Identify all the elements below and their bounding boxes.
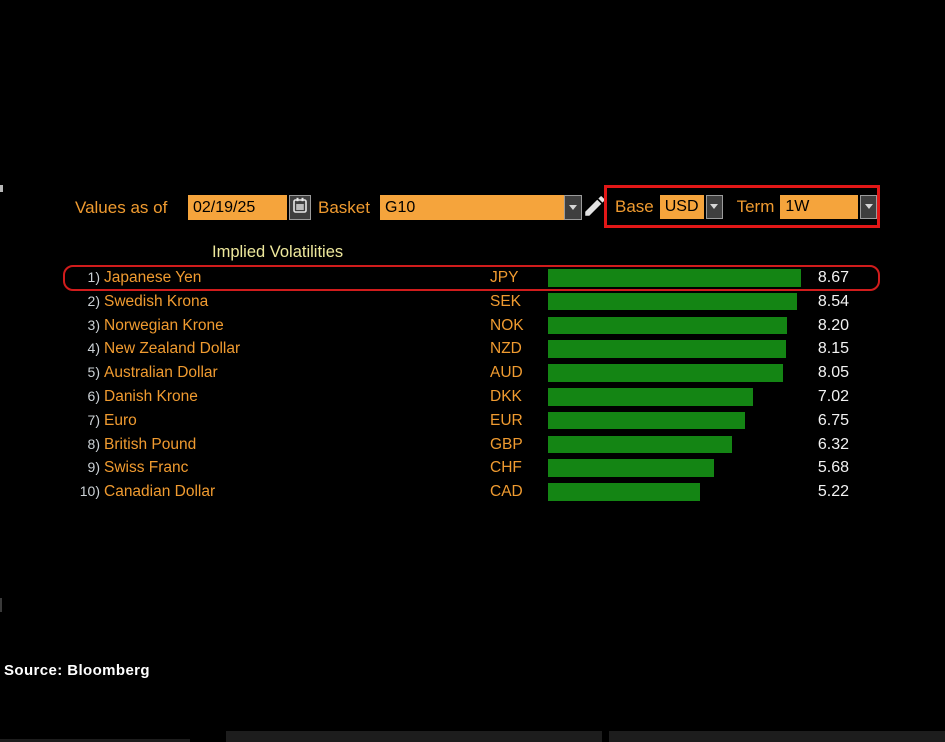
chevron-down-icon [864,204,873,209]
base-term-annotation-box: Base USD Term 1W [604,185,880,228]
volatility-bar [548,435,733,454]
volatility-bar [548,483,701,501]
base-dropdown-button[interactable] [705,194,723,219]
volatility-value: 8.20 [817,316,849,334]
pencil-icon [582,196,608,223]
volatility-value: 7.02 [817,388,849,405]
volatility-row[interactable]: 7) Euro EUR 6.75 [0,409,945,433]
currency-ticker: EUR [490,411,523,429]
source-attribution: Source: Bloomberg [4,662,150,679]
volatility-value: 5.68 [817,459,849,477]
currency-name: Canadian Dollar [104,483,216,501]
calendar-icon [293,197,307,218]
volatility-row[interactable]: 5) Australian Dollar AUD 8.05 [0,361,945,385]
currency-name: Swiss Franc [104,459,189,477]
basket-label: Basket [318,198,370,217]
row-highlight-annotation [63,265,880,291]
currency-ticker: GBP [490,435,523,453]
currency-ticker: NZD [490,340,522,358]
term-select-value[interactable]: 1W [780,194,858,219]
currency-ticker: DKK [490,388,522,405]
volatility-bar [548,388,753,406]
basket-select-value[interactable]: G10 [380,195,564,220]
currency-name: Australian Dollar [104,364,218,382]
currency-name: Japanese Yen [104,269,202,286]
base-label: Base [615,196,654,216]
currency-ticker: CHF [490,459,522,477]
currency-name: Norwegian Krone [104,316,224,334]
currency-name: Euro [104,411,137,429]
term-dropdown-button[interactable] [859,194,878,219]
volatility-list: 1) Japanese Yen JPY 8.67 2) Swedish Kron… [0,265,945,506]
base-select-value[interactable]: USD [659,194,704,219]
bottom-bar-segment [0,739,190,742]
currency-ticker: JPY [490,269,519,286]
volatility-row[interactable]: 2) Swedish Krona SEK 8.54 [0,290,945,314]
edge-artifact [0,185,3,192]
volatility-value: 6.75 [817,411,849,429]
volatility-bar [548,411,745,430]
row-rank: 5) [87,364,100,381]
bottom-bar-segment [226,731,602,742]
row-rank: 8) [87,435,100,452]
row-rank: 2) [87,292,100,309]
volatility-value: 8.15 [817,340,849,358]
row-rank: 4) [87,340,100,357]
row-rank: 10) [79,483,100,500]
volatility-bar [548,459,714,477]
volatility-row[interactable]: 10) Canadian Dollar CAD 5.22 [0,480,945,504]
row-rank: 1) [87,269,100,285]
volatility-bar [548,364,783,382]
volatility-value: 6.32 [817,435,849,453]
currency-ticker: CAD [490,483,523,501]
row-rank: 6) [87,388,100,404]
values-as-of-label: Values as of [75,198,168,217]
edit-basket-button[interactable] [582,193,608,224]
currency-name: British Pound [104,435,197,453]
volatility-value: 5.22 [817,483,849,501]
volatility-row[interactable]: 1) Japanese Yen JPY 8.67 [0,265,945,291]
currency-name: Danish Krone [104,388,198,405]
volatility-bar [548,316,787,335]
currency-name: Swedish Krona [104,292,209,310]
volatility-value: 8.05 [817,364,849,382]
currency-ticker: NOK [490,316,524,334]
currency-name: New Zealand Dollar [104,340,241,358]
volatility-row[interactable]: 9) Swiss Franc CHF 5.68 [0,456,945,480]
chevron-down-icon [569,205,577,210]
volatility-row[interactable]: 8) British Pound GBP 6.32 [0,433,945,457]
volatility-row[interactable]: 4) New Zealand Dollar NZD 8.15 [0,337,945,361]
volatility-row[interactable]: 6) Danish Krone DKK 7.02 [0,385,945,409]
chart-title: Implied Volatilities [212,243,344,261]
term-label: Term [736,196,775,216]
volatility-value: 8.67 [817,269,849,286]
row-rank: 3) [87,316,100,333]
volatility-bar [548,292,797,311]
volatility-row[interactable]: 3) Norwegian Krone NOK 8.20 [0,314,945,338]
currency-ticker: AUD [490,364,523,382]
bottom-bar-segment [609,731,945,742]
chevron-down-icon [710,204,719,209]
row-rank: 9) [87,459,100,476]
volatility-bar [548,269,801,287]
row-rank: 7) [87,411,100,428]
volatility-bar [548,340,786,358]
calendar-button[interactable] [289,195,311,220]
currency-ticker: SEK [490,292,522,310]
basket-dropdown-button[interactable] [564,195,582,220]
volatility-value: 8.54 [817,292,849,310]
edge-artifact [0,598,2,612]
date-input[interactable]: 02/19/25 [188,195,287,220]
